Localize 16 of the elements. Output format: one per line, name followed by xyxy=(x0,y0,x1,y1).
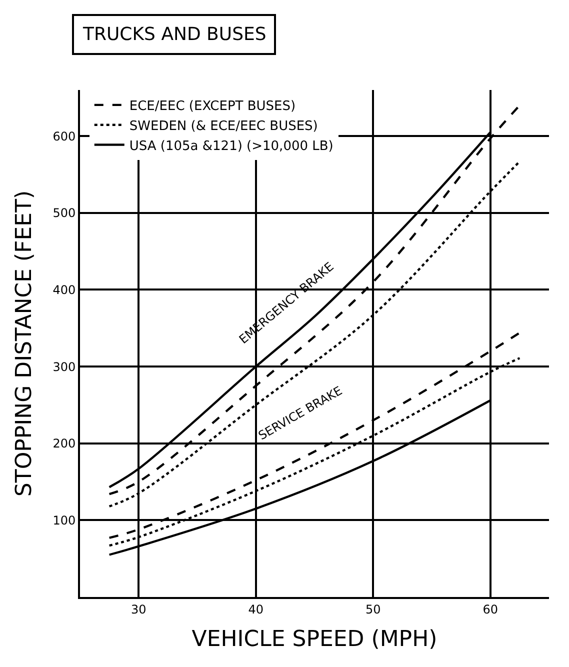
legend-label: SWEDEN (& ECE/EEC BUSES) xyxy=(129,118,318,134)
x-axis-title: VEHICLE SPEED (MPH) xyxy=(192,626,438,652)
x-tick-label: 60 xyxy=(482,602,498,616)
y-tick-label: 600 xyxy=(52,129,76,144)
y-tick-label: 300 xyxy=(52,360,76,374)
y-tick-label: 400 xyxy=(52,282,76,297)
x-tick-label: 40 xyxy=(248,602,264,616)
y-tick-label: 100 xyxy=(52,513,76,528)
chart-title: TRUCKS AND BUSES xyxy=(82,24,266,45)
y-axis-title: STOPPING DISTANCE (FEET) xyxy=(12,190,37,497)
y-tick-label: 500 xyxy=(52,206,76,220)
legend-label: ECE/EEC (EXCEPT BUSES) xyxy=(129,99,296,114)
x-tick-label: 30 xyxy=(130,602,146,616)
y-tick-label: 200 xyxy=(52,436,76,451)
x-tick-label: 50 xyxy=(365,602,381,616)
legend-label: USA (105a &121) (>10,000 LB) xyxy=(129,138,334,154)
